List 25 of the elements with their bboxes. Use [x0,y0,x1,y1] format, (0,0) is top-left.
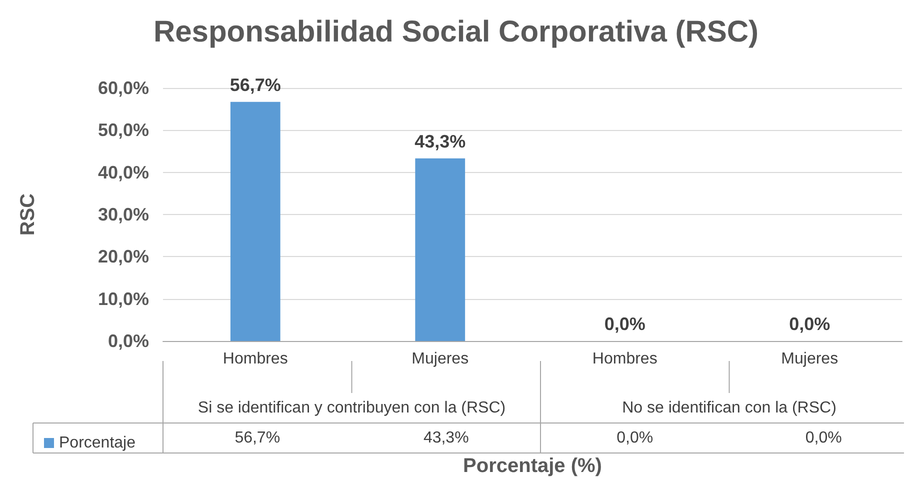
data-label: 43,3% [423,430,469,446]
data-label: 0,0% [616,430,654,446]
y-tick-label: 30,0% [98,204,149,224]
text: 56,7% [230,74,281,95]
legend-label: Porcentaje [59,434,136,452]
chart-title: Responsabilidad Social Corporativa (RSC) [153,16,759,48]
y-tick-label: 50,0% [98,120,149,140]
text: 43,3% [414,131,466,152]
x-axis-title: Porcentaje (%) [463,455,602,477]
text: 0,0% [604,314,646,334]
text: No se identifican con la (RSC) [622,400,836,416]
y-tick-label: 10,0% [98,288,149,309]
text: 0,0% [789,314,830,334]
y-tick-label: 60,0% [98,78,149,98]
y-axis-title: RSC [17,193,39,236]
y-tick-label: 40,0% [98,162,149,182]
y-tick-label: 0,0% [108,331,149,351]
data-label: 0,0% [805,430,842,446]
x-tick-label: Hombres [222,350,288,368]
x-tick-label: Mujeres [412,350,469,368]
data-label: 56,7% [234,430,280,446]
text: Si se identifican y contribuyen con la (RSC) [198,400,506,416]
x-tick-label: Mujeres [781,350,838,368]
x-tick-label: Hombres [592,350,658,368]
y-tick-label: 20,0% [98,246,149,267]
